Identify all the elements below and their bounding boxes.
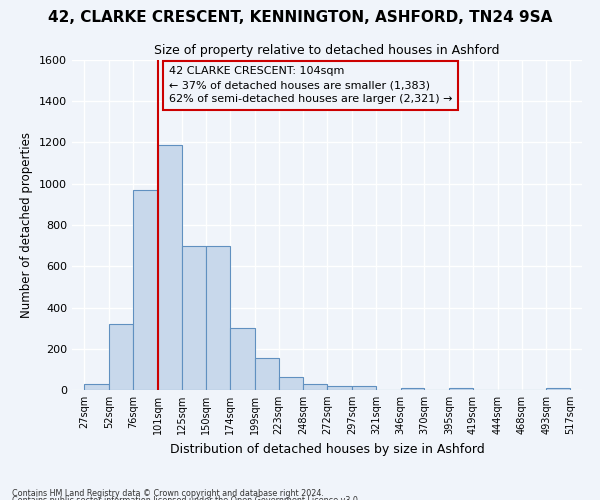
Bar	[85, 384, 109, 390]
Bar	[352, 386, 376, 390]
X-axis label: Distribution of detached houses by size in Ashford: Distribution of detached houses by size …	[170, 442, 484, 456]
Text: Contains public sector information licensed under the Open Government Licence v3: Contains public sector information licen…	[12, 496, 361, 500]
Text: 42, CLARKE CRESCENT, KENNINGTON, ASHFORD, TN24 9SA: 42, CLARKE CRESCENT, KENNINGTON, ASHFORD…	[48, 10, 552, 25]
Bar	[230, 328, 255, 390]
Bar	[158, 144, 182, 390]
Bar	[449, 388, 473, 390]
Bar	[206, 246, 230, 390]
Bar	[255, 358, 278, 390]
Bar	[133, 190, 158, 390]
Bar	[304, 384, 327, 390]
Bar	[182, 246, 206, 390]
Text: Contains HM Land Registry data © Crown copyright and database right 2024.: Contains HM Land Registry data © Crown c…	[12, 488, 324, 498]
Bar	[109, 324, 133, 390]
Bar	[547, 388, 570, 390]
Bar	[401, 388, 424, 390]
Bar	[327, 386, 352, 390]
Y-axis label: Number of detached properties: Number of detached properties	[20, 132, 34, 318]
Bar	[278, 376, 304, 390]
Title: Size of property relative to detached houses in Ashford: Size of property relative to detached ho…	[154, 44, 500, 58]
Text: 42 CLARKE CRESCENT: 104sqm
← 37% of detached houses are smaller (1,383)
62% of s: 42 CLARKE CRESCENT: 104sqm ← 37% of deta…	[169, 66, 452, 104]
